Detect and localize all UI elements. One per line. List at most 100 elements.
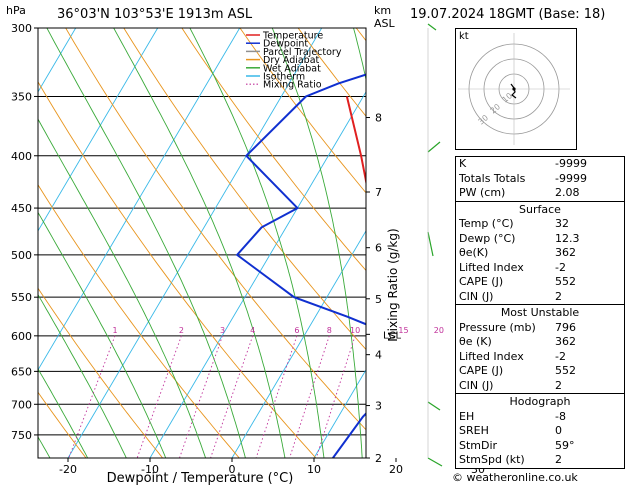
pressure-tick-label: 500 [11,249,32,262]
hodo-label: EH [459,409,475,423]
surface-row: Temp (°C) 32 [456,217,624,232]
hodo-value: -8 [555,409,566,423]
datetime-label: 19.07.2024 18GMT (Base: 18) [410,7,606,22]
hodo-label: StmDir [459,438,498,452]
km-label: km [374,4,392,17]
location-label: 36°03'N 103°53'E 1913m ASL [57,7,253,22]
legend-label: Wet Adiabat [263,63,321,74]
mu-label: CIN (J) [459,378,494,392]
km-tick-label: 6 [375,242,382,255]
mixing-ratio-line [315,335,356,458]
hodograph-title: Hodograph [509,395,571,408]
temperature-tick-label: 20 [389,463,403,476]
mu-row: CAPE (J) 552 [456,364,624,379]
mixing-ratio-tick-label: 1 [112,326,117,335]
legend-label: Isotherm [263,72,305,83]
mu-row: θe (K) 362 [456,335,624,350]
mu-value: 552 [555,364,576,377]
temperature-tick-label: -10 [141,463,159,476]
pressure-tick-label: 300 [11,22,32,35]
mixing-ratio-tick-label: 15 [398,326,408,335]
wet-adiabat-line [38,211,167,458]
asl-label: ASL [374,17,395,30]
mu-label: Pressure (mb) [459,320,536,334]
wet-adiabat-line [113,28,286,458]
index-row-k: K -9999 [456,157,624,172]
legend-label: Temperature [262,31,323,42]
hodograph-trace [510,83,517,99]
surface-value: -2 [555,260,566,274]
legend-label: Dewpoint [263,39,308,50]
km-tick-label: 3 [375,400,382,413]
wet-adiabat-line [38,367,89,458]
index-value: -9999 [555,171,587,185]
hodo-row: StmSpd (kt) 2 [456,453,624,468]
dry-adiabat-line [38,391,87,458]
surface-row: CAPE (J) 552 [456,275,624,290]
dry-adiabat-line [38,183,240,458]
km-tick-label: 8 [375,112,382,125]
mu-label: Lifted Index [459,349,524,363]
wind-barb [427,141,441,153]
isotherm-line [231,229,366,458]
wind-barb [427,401,441,411]
dewpoint-line [235,73,366,458]
dry-adiabat-line [65,28,366,431]
pressure-tick-label: 550 [11,291,32,304]
hodo-label: SREH [459,424,489,437]
surface-row: Lifted Index -2 [456,261,624,276]
index-value: 2.08 [555,186,580,199]
most-unstable-section: Most Unstable Pressure (mb) 796 θe (K) 362… [456,304,624,393]
wet-adiabat-line [38,118,207,458]
hodograph: kt 10 20 30 [455,28,577,150]
pressure-tick-label: 750 [11,429,32,442]
lcl-label: LCL [383,330,402,341]
isotherm-line [67,28,323,458]
pressure-tick-label: 450 [11,202,32,215]
mixing-ratio-line [403,336,439,458]
hodo-label: StmSpd (kt) [459,453,525,466]
index-row-pw: PW (cm) 2.08 [456,186,624,201]
index-label: K [459,157,467,170]
most-unstable-title: Most Unstable [500,306,580,319]
index-row-totals: Totals Totals -9999 [456,172,624,187]
index-label: PW (cm) [459,186,506,199]
surface-value: 12.3 [555,231,580,245]
temperature-tick-label: -20 [59,463,77,476]
legend-label: Parcel Trajectory [263,47,342,58]
surface-value: 32 [555,217,569,230]
mu-row: CIN (J) 2 [456,379,624,394]
index-label: Totals Totals [459,171,526,185]
temperature-line [345,96,366,187]
wind-barb [427,231,434,257]
surface-row: θe(K) 362 [456,246,624,261]
hodo-row: StmDir 59° [456,439,624,454]
mixing-ratio-line [68,335,116,458]
mu-label: CAPE (J) [459,364,504,377]
temperature-tick-label: 10 [307,463,321,476]
km-tick-label: 5 [375,293,382,306]
wet-adiabat-line [46,28,246,458]
mu-value: 796 [555,320,576,334]
hodo-row: EH -8 [456,410,624,425]
dry-adiabat-line [123,28,366,351]
mixing-ratio-tick-label: 3 [220,326,225,335]
legend-label: Mixing Ratio [263,80,322,91]
dry-adiabat-line [239,28,366,194]
surface-label: Temp (°C) [459,217,514,230]
wet-adiabat-line [189,28,325,458]
surface-label: θe(K) [459,246,489,259]
mixing-ratio-tick-label: 8 [327,326,332,335]
surface-label: Dewp (°C) [459,231,516,245]
dry-adiabat-line [181,28,366,272]
pressure-tick-label: 400 [11,150,32,163]
isotherm-line [38,28,241,371]
surface-label: CAPE (J) [459,275,504,288]
hodo-value: 59° [555,438,575,452]
plot-frame [37,27,367,459]
mixing-ratio-line [210,335,254,458]
mixing-ratio-tick-label: 2 [179,326,184,335]
hodo-value: 2 [555,453,562,466]
mu-value: -2 [555,349,566,363]
